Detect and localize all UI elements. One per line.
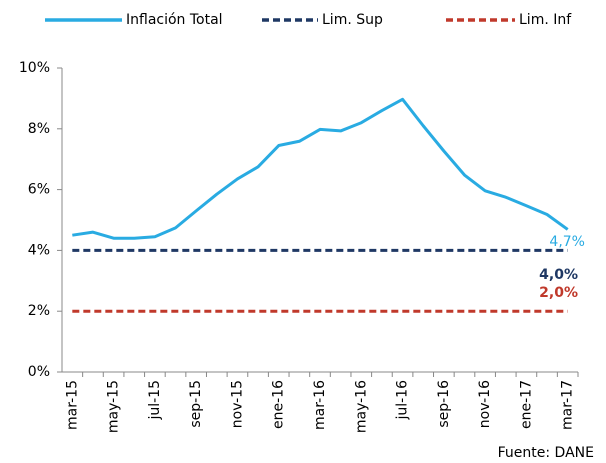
x-tick-label: sep-15	[188, 380, 204, 428]
x-tick-label: nov-15	[229, 380, 245, 428]
x-tick-label: mar-17	[560, 380, 576, 430]
data-label: 4,0%	[539, 267, 578, 283]
y-tick-label: 4%	[28, 242, 50, 258]
x-tick-label: mar-15	[64, 380, 80, 430]
y-tick-label: 0%	[28, 364, 50, 380]
y-tick-label: 2%	[28, 303, 50, 319]
x-tick-label: mar-16	[312, 380, 328, 430]
data-label: 4,7%	[549, 234, 585, 250]
x-tick-label: ene-17	[518, 380, 534, 429]
y-tick-label: 6%	[28, 182, 50, 198]
x-tick-label: ene-16	[271, 380, 287, 429]
legend-label: Lim. Inf	[519, 12, 572, 28]
y-tick-label: 10%	[19, 60, 50, 76]
legend-label: Lim. Sup	[322, 12, 383, 28]
x-tick-label: may-16	[353, 380, 369, 433]
x-tick-label: sep-16	[436, 380, 452, 428]
y-tick-label: 8%	[28, 121, 50, 137]
x-tick-label: jul-16	[395, 380, 411, 421]
series-line	[72, 97, 569, 240]
data-label: 2,0%	[539, 285, 578, 301]
x-tick-label: nov-16	[477, 380, 493, 428]
source: Fuente: DANE	[498, 445, 594, 461]
legend-label: Inflación Total	[126, 12, 223, 28]
x-tick-label: jul-15	[147, 380, 163, 421]
x-tick-label: may-15	[106, 380, 122, 433]
